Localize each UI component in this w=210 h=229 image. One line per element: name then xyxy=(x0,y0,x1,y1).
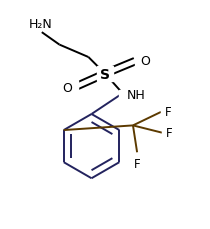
Text: S: S xyxy=(100,67,110,81)
Text: F: F xyxy=(165,106,171,119)
Text: H₂N: H₂N xyxy=(28,18,52,31)
Bar xyxy=(66,81,77,92)
Text: F: F xyxy=(166,127,172,139)
Bar xyxy=(133,153,141,162)
Bar xyxy=(97,67,113,82)
Bar xyxy=(160,108,169,117)
Bar xyxy=(119,90,134,102)
Text: O: O xyxy=(62,81,72,94)
Text: O: O xyxy=(140,54,150,67)
Text: NH: NH xyxy=(127,88,146,101)
Bar xyxy=(135,56,146,68)
Text: F: F xyxy=(134,157,140,170)
Bar xyxy=(161,128,170,138)
